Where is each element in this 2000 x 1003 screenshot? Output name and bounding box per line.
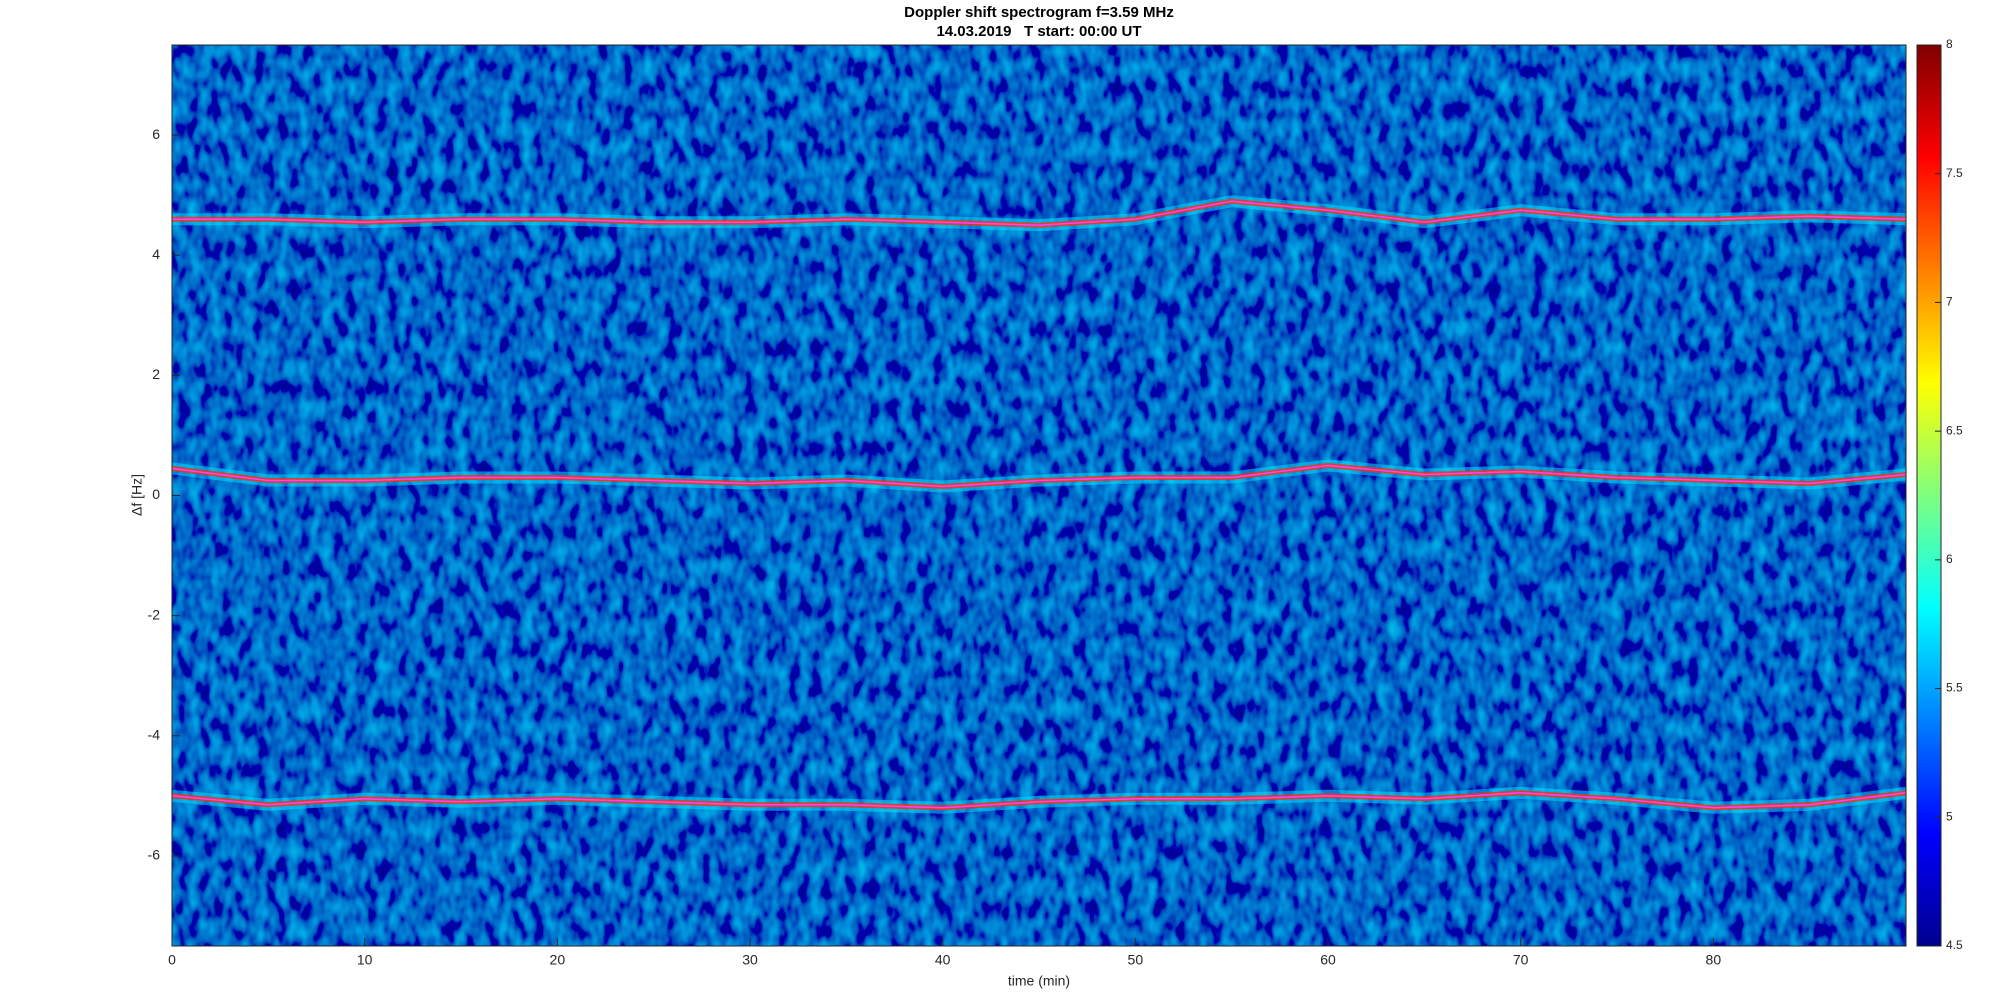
trace-line: [172, 200, 1906, 226]
x-axis-label: time (min): [1008, 973, 1070, 989]
x-tick-label: 30: [742, 952, 758, 968]
colorbar-tick-label: 4.5: [1946, 938, 1963, 952]
chart-title: Doppler shift spectrogram f=3.59 MHz: [904, 4, 1174, 21]
x-tick-label: 80: [1706, 952, 1722, 968]
colorbar-tick-label: 8: [1946, 37, 1953, 51]
x-tick-label: 70: [1513, 952, 1529, 968]
x-tick-label: 50: [1128, 952, 1144, 968]
colorbar-tick-label: 7: [1946, 295, 1953, 309]
colorbar-tick-label: 7.5: [1946, 166, 1963, 180]
chart-subtitle: 14.03.2019 T start: 00:00 UT: [936, 23, 1141, 40]
colorbar-tick-label: 5.5: [1946, 681, 1963, 695]
trace-line: [172, 792, 1906, 809]
y-axis-label: Δf [Hz]: [129, 474, 145, 516]
y-tick-label: 4: [152, 246, 160, 262]
y-tick-label: -4: [148, 726, 161, 742]
y-tick-label: 6: [152, 126, 160, 142]
x-tick-label: 20: [550, 952, 566, 968]
colorbar-tick-label: 6: [1946, 552, 1953, 566]
x-tick-label: 10: [357, 952, 373, 968]
trace-line: [172, 464, 1906, 488]
x-tick-label: 60: [1320, 952, 1336, 968]
colorbar-tick-label: 5: [1946, 809, 1953, 823]
x-tick-label: 0: [168, 952, 176, 968]
spectrogram-texture: [172, 45, 1906, 946]
x-tick-label: 40: [935, 952, 951, 968]
y-tick-label: -6: [148, 847, 161, 863]
y-tick-label: 2: [152, 366, 160, 382]
y-tick-label: 0: [152, 486, 160, 502]
y-tick-label: -2: [148, 606, 161, 622]
colorbar-tick-label: 6.5: [1946, 423, 1963, 437]
traces: [172, 195, 1906, 814]
colorbar: [1916, 44, 1942, 947]
